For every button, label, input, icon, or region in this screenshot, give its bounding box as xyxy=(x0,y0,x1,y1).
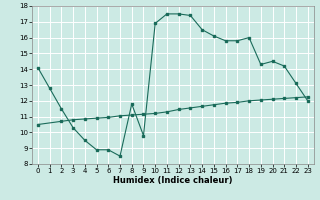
X-axis label: Humidex (Indice chaleur): Humidex (Indice chaleur) xyxy=(113,176,233,185)
